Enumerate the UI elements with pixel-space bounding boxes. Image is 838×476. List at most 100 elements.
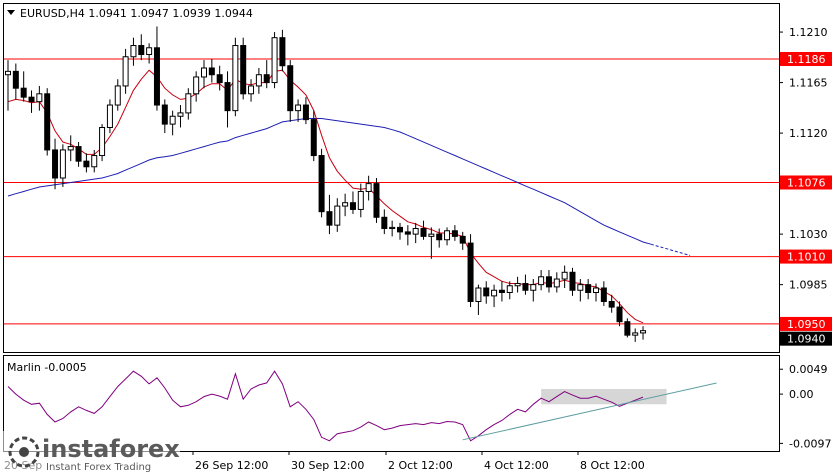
- candle: [5, 60, 11, 111]
- slow-ma-projection: [650, 243, 691, 256]
- candle: [506, 281, 513, 300]
- watermark-brand: instaforex: [42, 435, 180, 463]
- candle: [302, 97, 309, 125]
- candle: [545, 270, 552, 293]
- candle: [420, 220, 427, 240]
- candle: [632, 328, 639, 342]
- candle: [161, 99, 168, 134]
- time-label: 2 Oct 12:00: [388, 459, 453, 472]
- candle: [99, 124, 106, 162]
- candle: [318, 148, 325, 218]
- candle: [491, 284, 498, 308]
- candle: [295, 99, 302, 122]
- candle: [561, 265, 568, 289]
- level-price-label: 1.1076: [787, 176, 826, 189]
- price-tick-label: 1.1165: [789, 77, 828, 90]
- trendline[interactable]: [462, 382, 717, 441]
- candle: [114, 79, 121, 111]
- candle: [52, 138, 59, 190]
- candle: [122, 48, 129, 94]
- level-price-badge: [780, 316, 832, 331]
- candle: [216, 65, 223, 91]
- candle: [271, 32, 278, 89]
- candle: [467, 234, 474, 308]
- indicator-tick-label: 0.00: [789, 388, 814, 401]
- slow-ma-line: [7, 118, 652, 245]
- price-pane[interactable]: [3, 3, 780, 353]
- indicator-tick-label: -0.0097: [789, 437, 831, 450]
- current-price-badge: [780, 331, 832, 346]
- candle: [208, 59, 215, 83]
- candle: [248, 79, 255, 102]
- candle: [475, 284, 482, 315]
- candle: [381, 209, 388, 235]
- level-price-label: 1.1010: [787, 251, 826, 264]
- level-price-badge: [780, 52, 832, 67]
- candle: [342, 193, 349, 217]
- marlin-line: [7, 370, 644, 442]
- price-tick-label: 1.1120: [789, 127, 828, 140]
- candle: [146, 43, 153, 64]
- time-label: 26 Sep 12:00: [195, 459, 268, 472]
- candle: [498, 281, 505, 302]
- instaforex-watermark: instaforex Instant Forex Trading: [0, 431, 180, 476]
- current-price-label: 1.0940: [787, 333, 826, 346]
- candlesticks: [5, 26, 647, 342]
- candle: [75, 142, 82, 167]
- candle: [224, 71, 231, 128]
- price-tick-label: 1.1210: [789, 26, 828, 39]
- candle: [538, 270, 545, 291]
- level-price-badge: [780, 249, 832, 264]
- candle: [130, 37, 137, 66]
- candle: [287, 60, 294, 122]
- candle: [44, 88, 51, 156]
- candle: [451, 225, 458, 241]
- candle: [624, 318, 631, 338]
- collapse-arrow-icon[interactable]: [7, 10, 15, 15]
- candle: [530, 279, 537, 302]
- candle: [585, 279, 592, 300]
- time-label: 8 Oct 12:00: [580, 459, 645, 472]
- symbol-header: EURUSD,H4 1.0941 1.0947 1.0939 1.0944: [20, 7, 253, 20]
- candle: [397, 222, 403, 240]
- candle: [569, 267, 576, 296]
- candle: [20, 71, 27, 102]
- candle: [593, 283, 599, 302]
- candle: [349, 191, 356, 214]
- candle: [373, 178, 380, 223]
- candle: [106, 99, 113, 134]
- candle: [640, 326, 647, 340]
- candle: [201, 60, 207, 89]
- candle: [577, 279, 584, 302]
- time-label: 30 Sep 12:00: [291, 459, 364, 472]
- watermark-tagline: Instant Forex Trading: [46, 462, 151, 473]
- level-price-label: 1.1186: [787, 53, 826, 66]
- candle: [616, 301, 623, 327]
- candle: [28, 90, 35, 113]
- candle: [59, 144, 66, 187]
- indicator-header: Marlin -0.0005: [7, 361, 87, 374]
- candle: [553, 272, 560, 293]
- candle: [153, 26, 160, 111]
- indicator-tick-label: 0.0049: [789, 363, 828, 376]
- indicator-axis: 0.0049 0.00 -0.0097: [779, 363, 831, 450]
- candle: [169, 110, 176, 136]
- candle: [263, 60, 270, 89]
- slow-moving-average: [7, 118, 691, 256]
- candle: [279, 29, 286, 72]
- candle: [36, 85, 43, 111]
- price-tick-label: 1.1030: [789, 228, 828, 241]
- candle: [600, 281, 607, 306]
- candle: [310, 110, 317, 162]
- candle: [67, 135, 74, 162]
- range-box[interactable]: [541, 389, 667, 405]
- fast-moving-average: [7, 69, 644, 324]
- fast-ma-line: [7, 69, 644, 324]
- candle: [255, 67, 262, 94]
- time-label: 4 Oct 12:00: [484, 459, 549, 472]
- candle: [436, 228, 443, 248]
- candle: [365, 175, 372, 201]
- candle: [326, 194, 333, 235]
